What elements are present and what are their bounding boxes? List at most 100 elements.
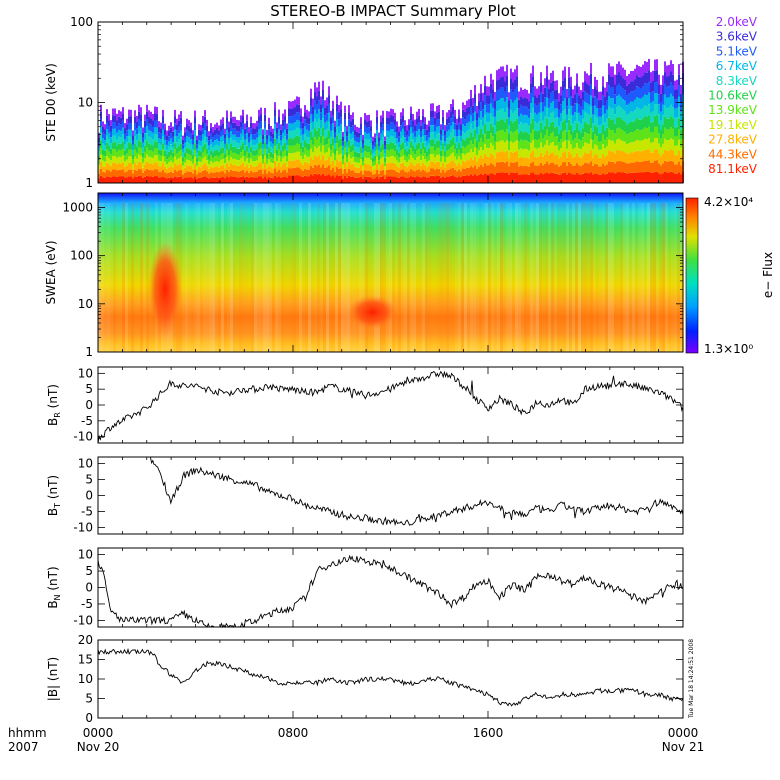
energy-bar-segment [100, 168, 102, 176]
energy-bar-segment [382, 130, 384, 138]
energy-bar-segment [246, 158, 248, 165]
energy-bar-segment [428, 160, 430, 166]
energy-bar-segment [288, 138, 290, 146]
energy-bar-segment [318, 164, 320, 174]
swea-streak [242, 203, 245, 352]
energy-bar-segment [124, 177, 126, 183]
energy-bar-segment [230, 124, 232, 131]
energy-bar-segment [602, 115, 604, 125]
energy-bar-segment [644, 83, 646, 95]
energy-bar-segment [604, 96, 606, 105]
energy-bar-segment [368, 139, 370, 146]
energy-bar-segment [386, 111, 388, 118]
energy-bar-segment [262, 158, 264, 164]
energy-bar-segment [452, 122, 454, 130]
energy-bar-segment [632, 70, 634, 82]
energy-bar-segment [182, 157, 184, 162]
energy-bar-segment [674, 108, 676, 118]
energy-bar-segment [170, 127, 172, 134]
energy-bar-segment [482, 150, 484, 159]
energy-bar-segment [198, 124, 200, 130]
energy-bar-segment [558, 142, 560, 151]
energy-bar-segment [370, 171, 372, 178]
energy-bar-segment [420, 154, 422, 160]
energy-bar-segment [432, 139, 434, 147]
energy-bar-segment [602, 153, 604, 164]
energy-bar-segment [500, 66, 502, 78]
energy-bar-segment [434, 124, 436, 131]
energy-bar-segment [620, 86, 622, 97]
energy-bar-segment [512, 162, 514, 173]
energy-bar-segment [114, 176, 116, 183]
x-tick-label-0: 0000 [83, 726, 114, 740]
swea-streak [623, 203, 626, 352]
swea-streak [104, 203, 107, 352]
energy-bar-segment [150, 118, 152, 125]
energy-bar-segment [302, 177, 304, 183]
swea-streak [107, 203, 110, 352]
energy-bar-segment [262, 173, 264, 179]
energy-bar-segment [308, 137, 310, 144]
energy-bar-segment [566, 97, 568, 106]
swea-streak [413, 203, 416, 352]
energy-bar-segment [232, 171, 234, 177]
energy-bar-segment [294, 137, 296, 146]
energy-bar-segment [406, 172, 408, 178]
energy-bar-segment [566, 89, 568, 98]
energy-bar-segment [634, 141, 636, 152]
energy-bar-segment [488, 121, 490, 131]
energy-bar-segment [278, 143, 280, 150]
energy-bar-segment [566, 157, 568, 166]
energy-bar-segment [238, 137, 240, 143]
energy-bar-segment [670, 71, 672, 83]
energy-bar-segment [272, 158, 274, 164]
energy-bar-segment [422, 149, 424, 157]
energy-bar-segment [344, 154, 346, 162]
energy-bar-segment [618, 138, 620, 150]
energy-bar-segment [340, 160, 342, 169]
energy-bar-segment [346, 136, 348, 142]
energy-bar-segment [488, 147, 490, 157]
energy-bar-segment [274, 175, 276, 183]
swea-streak [329, 203, 332, 352]
energy-bar-segment [358, 147, 360, 153]
energy-bar-segment [98, 132, 100, 138]
energy-bar-segment [204, 143, 206, 150]
energy-bar-segment [562, 142, 564, 153]
energy-bar-segment [530, 143, 532, 154]
energy-bar-segment [448, 136, 450, 144]
energy-bar-segment [596, 98, 598, 108]
energy-bar-segment [142, 157, 144, 163]
energy-bar-segment [494, 100, 496, 109]
energy-bar-segment [632, 81, 634, 92]
energy-bar-segment [602, 86, 604, 96]
energy-bar-segment [654, 70, 656, 82]
energy-bar-segment [656, 138, 658, 150]
energy-bar-segment [496, 90, 498, 101]
energy-bar-segment [656, 93, 658, 105]
swea-streak [245, 203, 248, 352]
energy-bar-segment [126, 130, 128, 137]
energy-bar-segment [178, 158, 180, 165]
energy-bar-segment [114, 122, 116, 129]
energy-bar-segment [192, 139, 194, 145]
energy-bar-segment [492, 89, 494, 99]
energy-bar-segment [130, 109, 132, 117]
energy-bar-segment [350, 133, 352, 140]
energy-bar-segment [104, 129, 106, 135]
swea-streak [590, 203, 593, 352]
energy-bar-segment [530, 173, 532, 183]
energy-bar-segment [386, 156, 388, 164]
energy-bar-segment [624, 90, 626, 101]
energy-bar-segment [216, 133, 218, 139]
energy-bar-segment [508, 108, 510, 117]
energy-bar-segment [504, 111, 506, 123]
energy-bar-segment [108, 126, 110, 133]
energy-bar-segment [680, 102, 682, 112]
energy-bar-segment [304, 175, 306, 183]
energy-bar-segment [540, 132, 542, 143]
energy-bar-segment [148, 116, 150, 124]
energy-bar-segment [424, 129, 426, 136]
energy-bar-segment [384, 149, 386, 154]
energy-bar-segment [646, 117, 648, 128]
